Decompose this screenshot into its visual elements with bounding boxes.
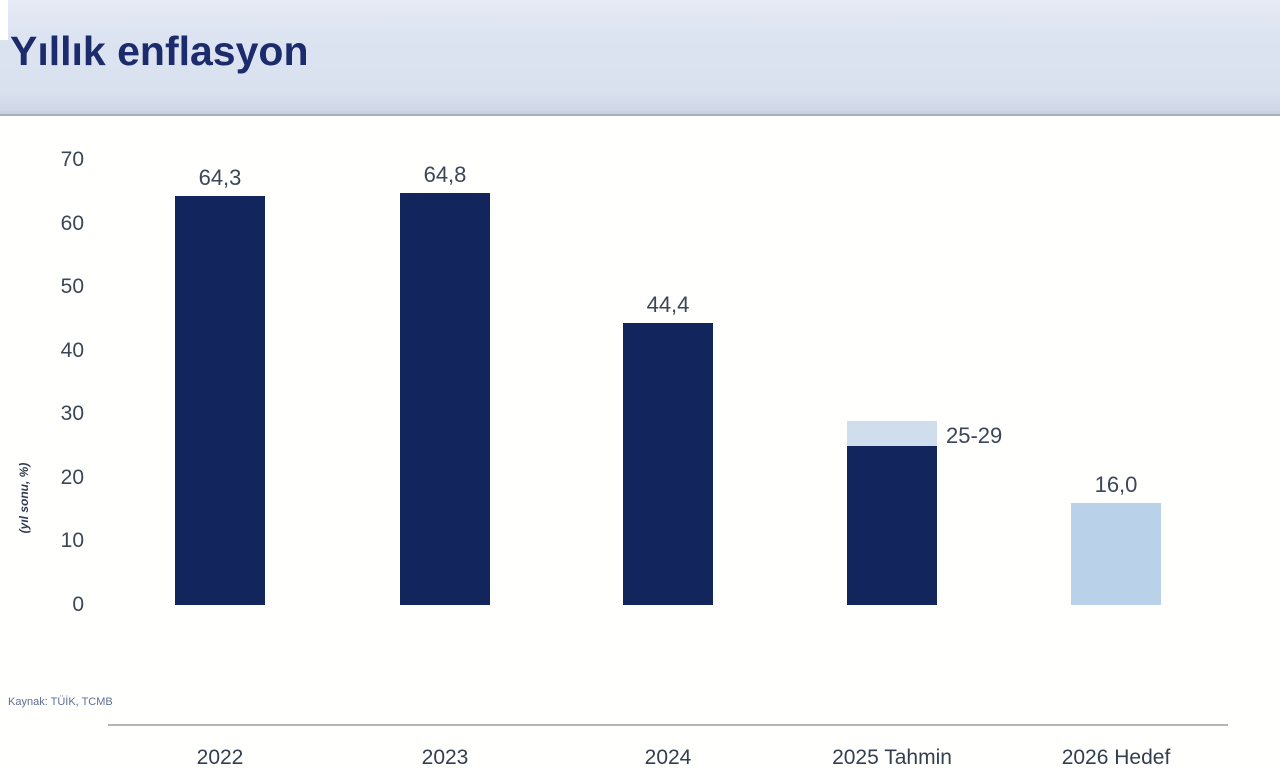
source-note: Kaynak: TÜİK, TCMB [8, 696, 113, 708]
page-title: Yıllık enflasyon [10, 28, 309, 74]
y-tick-label-30: 30 [60, 402, 84, 426]
header-band: Yıllık enflasyon [0, 0, 1280, 116]
y-tick-label-60: 60 [60, 211, 84, 235]
y-tick-label-50: 50 [60, 275, 84, 299]
bar-2025-tahmin-segment-0 [847, 446, 937, 605]
value-label-2024: 44,4 [646, 291, 690, 317]
value-label-2022: 64,3 [198, 165, 242, 191]
bar-2024 [623, 322, 713, 605]
y-tick-label-20: 20 [60, 465, 84, 489]
bar-2025-tahmin-segment-1 [847, 420, 937, 447]
x-axis-line [108, 724, 1228, 726]
y-tick-label-70: 70 [60, 148, 84, 171]
bar-2026-hedef [1071, 503, 1161, 605]
x-axis-label-2025-tahmin: 2025 Tahmin [832, 746, 952, 769]
value-label-2023: 64,8 [423, 162, 467, 188]
bar-2022 [175, 196, 265, 605]
x-axis-label-2026-hedef: 2026 Hedef [1061, 746, 1171, 769]
x-axis-label-2023: 2023 [421, 746, 469, 769]
y-tick-label-0: 0 [72, 593, 84, 616]
y-tick-label-40: 40 [60, 338, 84, 362]
x-axis-label-2022: 2022 [196, 746, 244, 769]
y-tick-label-10: 10 [60, 529, 84, 553]
value-label-2025-tahmin: 25-29 [946, 422, 1003, 448]
bar-2023 [400, 193, 490, 605]
value-label-2026-hedef: 16,0 [1094, 472, 1138, 498]
x-axis-label-2024: 2024 [644, 746, 692, 769]
header-corner-notch [0, 0, 8, 40]
inflation-bar-chart: (yıl sonu, %) 0 10 20 30 40 50 60 70 64,3 2022 64,… [0, 118, 1280, 769]
